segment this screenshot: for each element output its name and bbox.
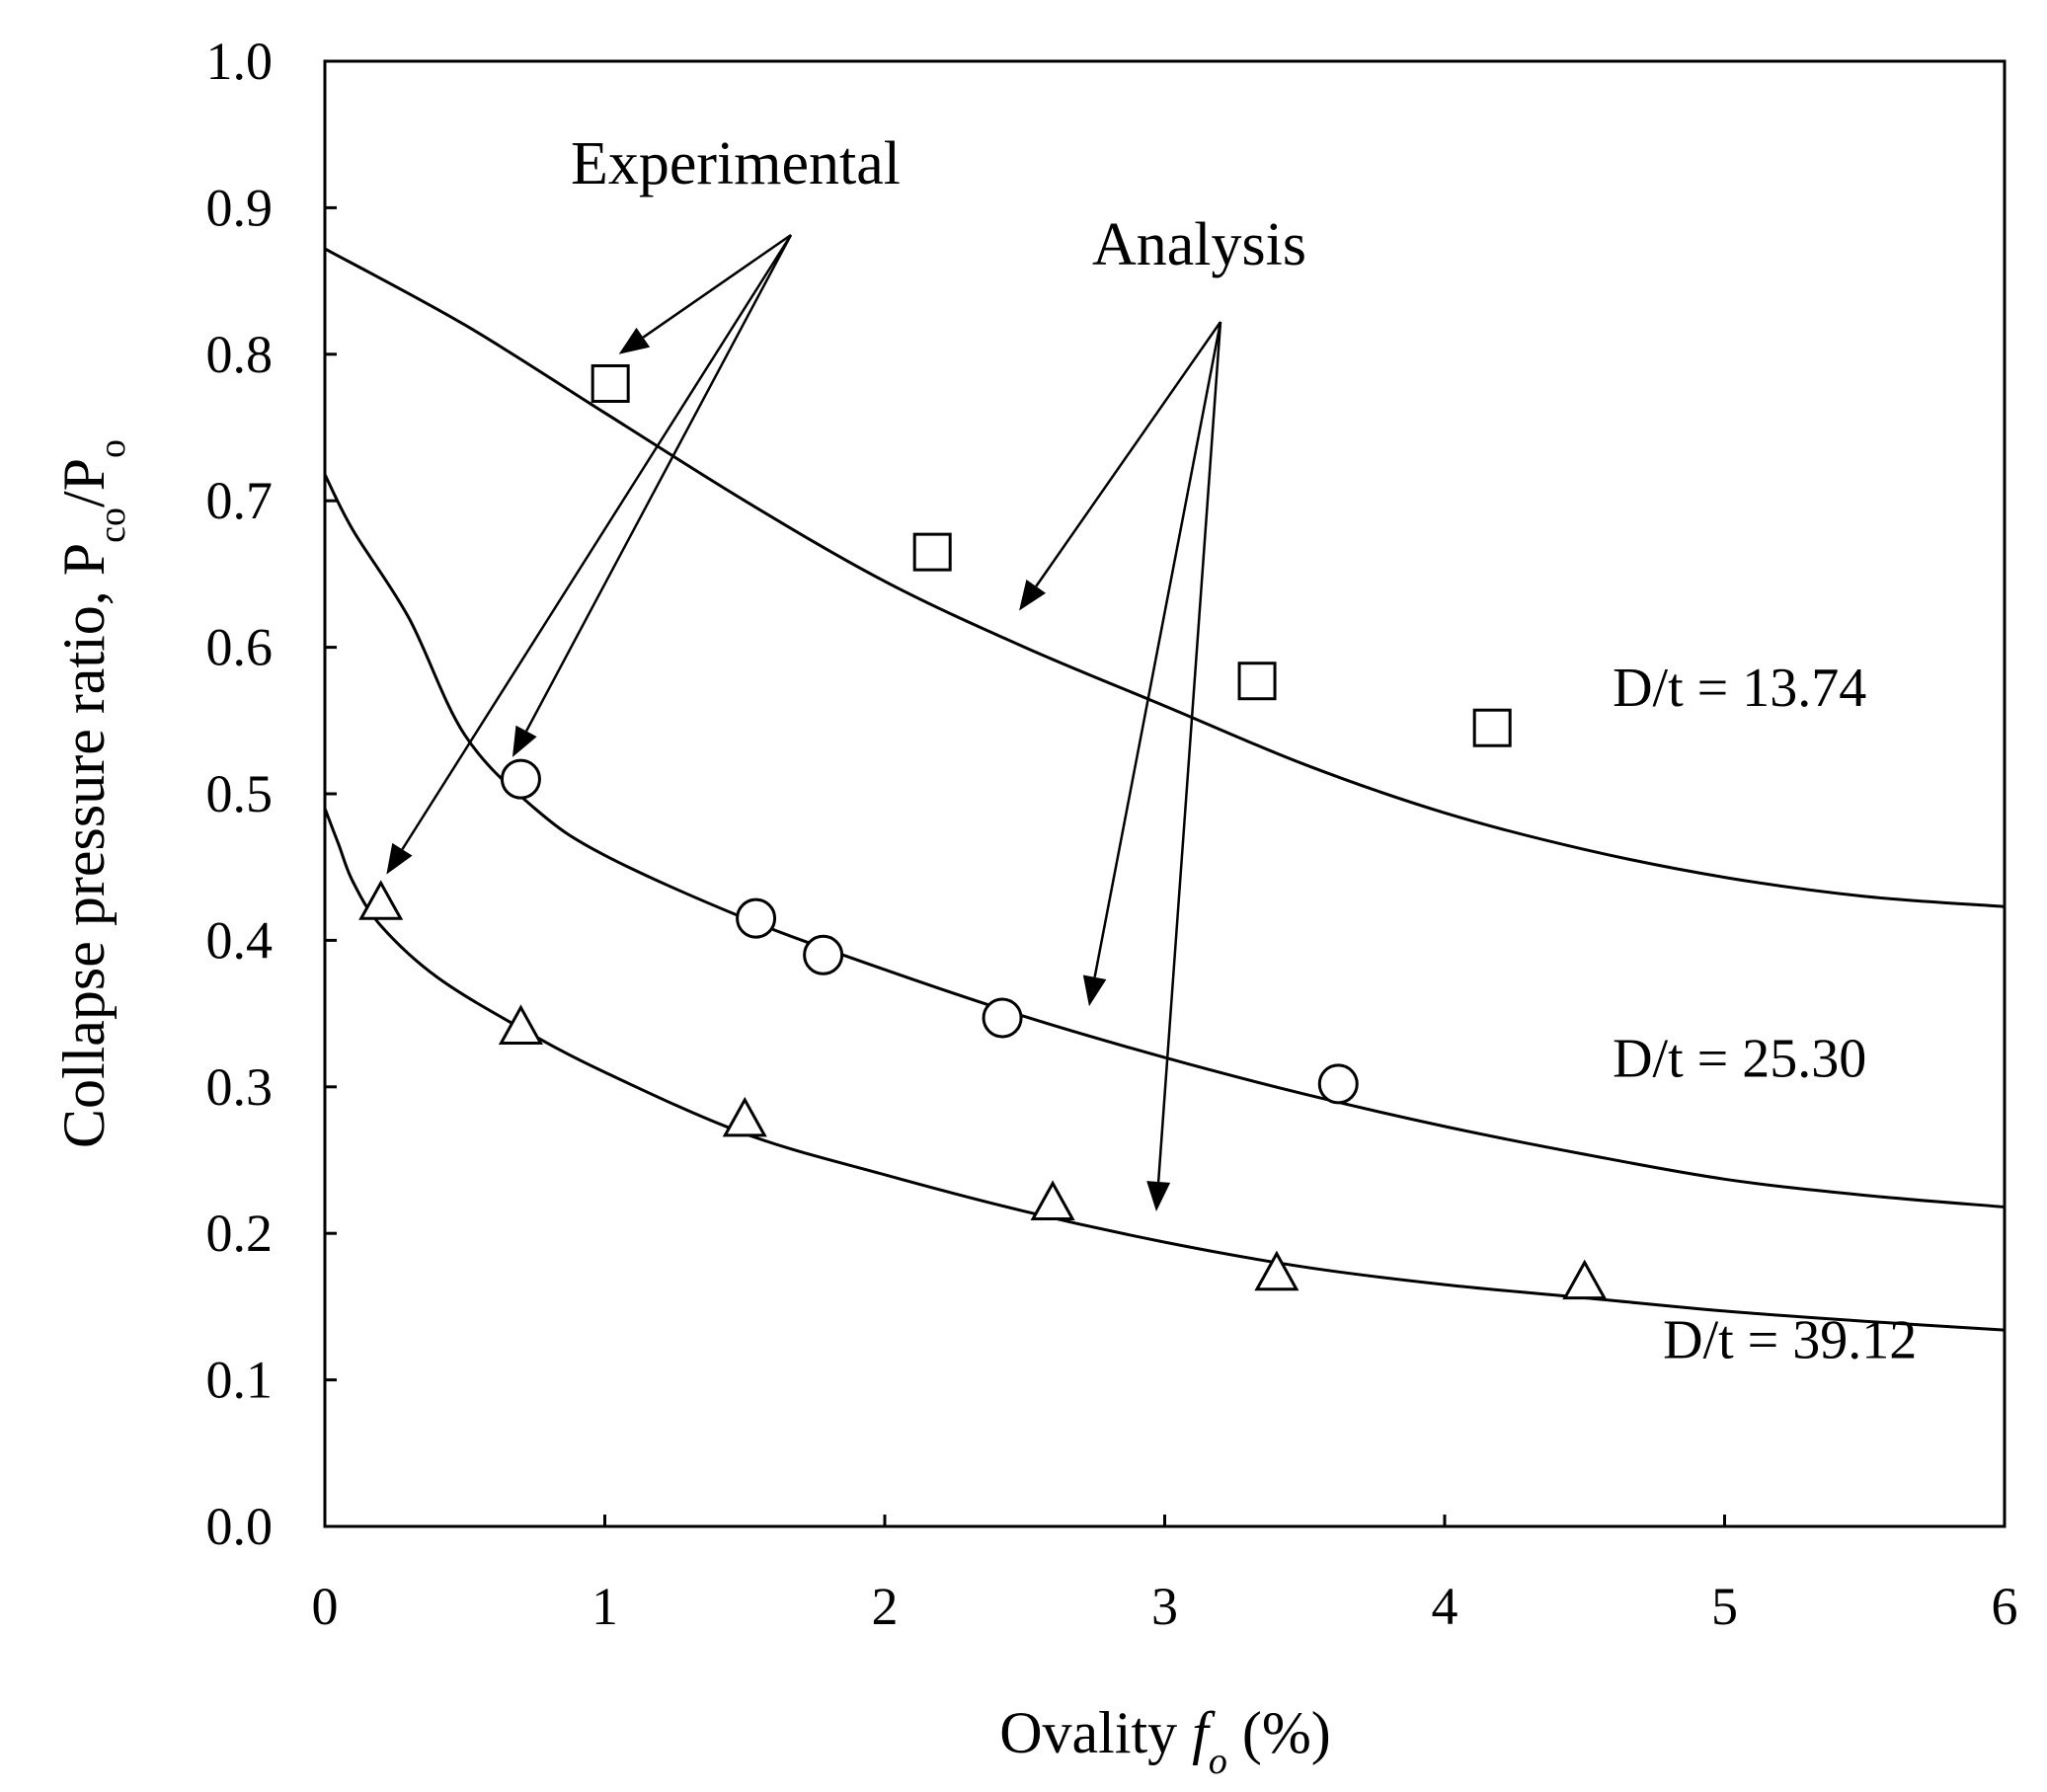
series-label-2: D/t = 25.30: [1613, 1028, 1866, 1089]
y-tick-label: 0.3: [206, 1057, 274, 1117]
y-tick-label: 0.6: [206, 618, 274, 677]
data-point-circle: [500, 758, 541, 800]
data-point-triangle: [358, 880, 404, 920]
y-axis-title: Collapse pressure ratio, Pco/Po: [51, 439, 133, 1148]
y-tick-label: 0.2: [206, 1204, 274, 1263]
arrow-analysis-curve-1-head: [1019, 580, 1047, 611]
data-point-triangle: [1562, 1259, 1608, 1300]
y-tick-label: 0.5: [206, 764, 274, 823]
y-tick-label: 0.8: [206, 325, 274, 384]
arrow-analysis-curve-3-head: [1146, 1181, 1171, 1211]
x-tick-label: 0: [312, 1577, 339, 1636]
x-tick-label: 6: [1992, 1577, 2018, 1636]
annotation-arrows: [386, 233, 1222, 1211]
arrow-analysis-curve-1: [1035, 321, 1222, 587]
y-axis-ticks: 0.0 0.1 0.2 0.3 0.4 0.5 0.6 0.7 0.8 0.9 1.0: [206, 32, 337, 1556]
series-label-3: D/t = 39.12: [1663, 1309, 1917, 1370]
analysis-curves: [323, 247, 2006, 1332]
y-tick-label: 0.1: [206, 1351, 274, 1410]
arrow-experimental-triangle: [401, 234, 793, 850]
analysis-curve-3: [323, 808, 2006, 1332]
x-tick-label: 4: [1432, 1577, 1458, 1636]
series-labels: D/t = 13.74 D/t = 25.30 D/t = 39.12: [1613, 658, 1917, 1370]
data-point-triangle: [498, 1004, 543, 1045]
arrow-analysis-curve-3: [1156, 321, 1222, 1183]
arrow-experimental-triangle-head: [386, 842, 413, 875]
y-tick-label: 0.0: [206, 1497, 274, 1556]
x-tick-label: 1: [591, 1577, 618, 1636]
x-axis-title: Ovality fo (%): [999, 1700, 1331, 1782]
arrow-experimental-square-head: [618, 327, 651, 354]
series-label-1: D/t = 13.74: [1613, 658, 1866, 719]
x-tick-label: 5: [1711, 1577, 1738, 1636]
arrow-experimental-square: [642, 233, 792, 339]
arrow-analysis-curve-2-head: [1082, 974, 1107, 1007]
data-point-triangle: [1030, 1180, 1075, 1221]
x-tick-label: 3: [1151, 1577, 1178, 1636]
y-tick-label: 0.9: [206, 178, 274, 237]
arrow-analysis-curve-2: [1093, 321, 1222, 977]
y-tick-label: 0.7: [206, 471, 274, 530]
data-point-triangle: [722, 1096, 767, 1137]
x-axis-ticks: 0 1 2 3 4 5 6: [312, 1515, 2018, 1636]
y-tick-label: 0.4: [206, 910, 274, 970]
x-tick-label: 2: [872, 1577, 899, 1636]
experimental-markers: [358, 363, 1608, 1300]
data-point-square: [1472, 708, 1512, 747]
data-point-circle: [1317, 1063, 1359, 1105]
data-point-square: [1237, 662, 1277, 701]
data-point-triangle: [1254, 1250, 1299, 1291]
y-tick-label: 1.0: [206, 32, 274, 91]
data-point-circle: [736, 897, 777, 939]
annotation-analysis: Analysis: [1092, 211, 1306, 278]
data-point-circle: [803, 934, 844, 975]
arrow-experimental-circle-head: [512, 725, 537, 757]
arrow-experimental-circle: [524, 234, 793, 733]
data-point-square: [912, 532, 952, 572]
annotation-experimental: Experimental: [571, 130, 901, 197]
data-point-square: [590, 363, 630, 403]
analysis-curve-1: [324, 247, 2006, 908]
plot-frame: [323, 59, 2007, 1528]
data-point-circle: [982, 997, 1023, 1039]
